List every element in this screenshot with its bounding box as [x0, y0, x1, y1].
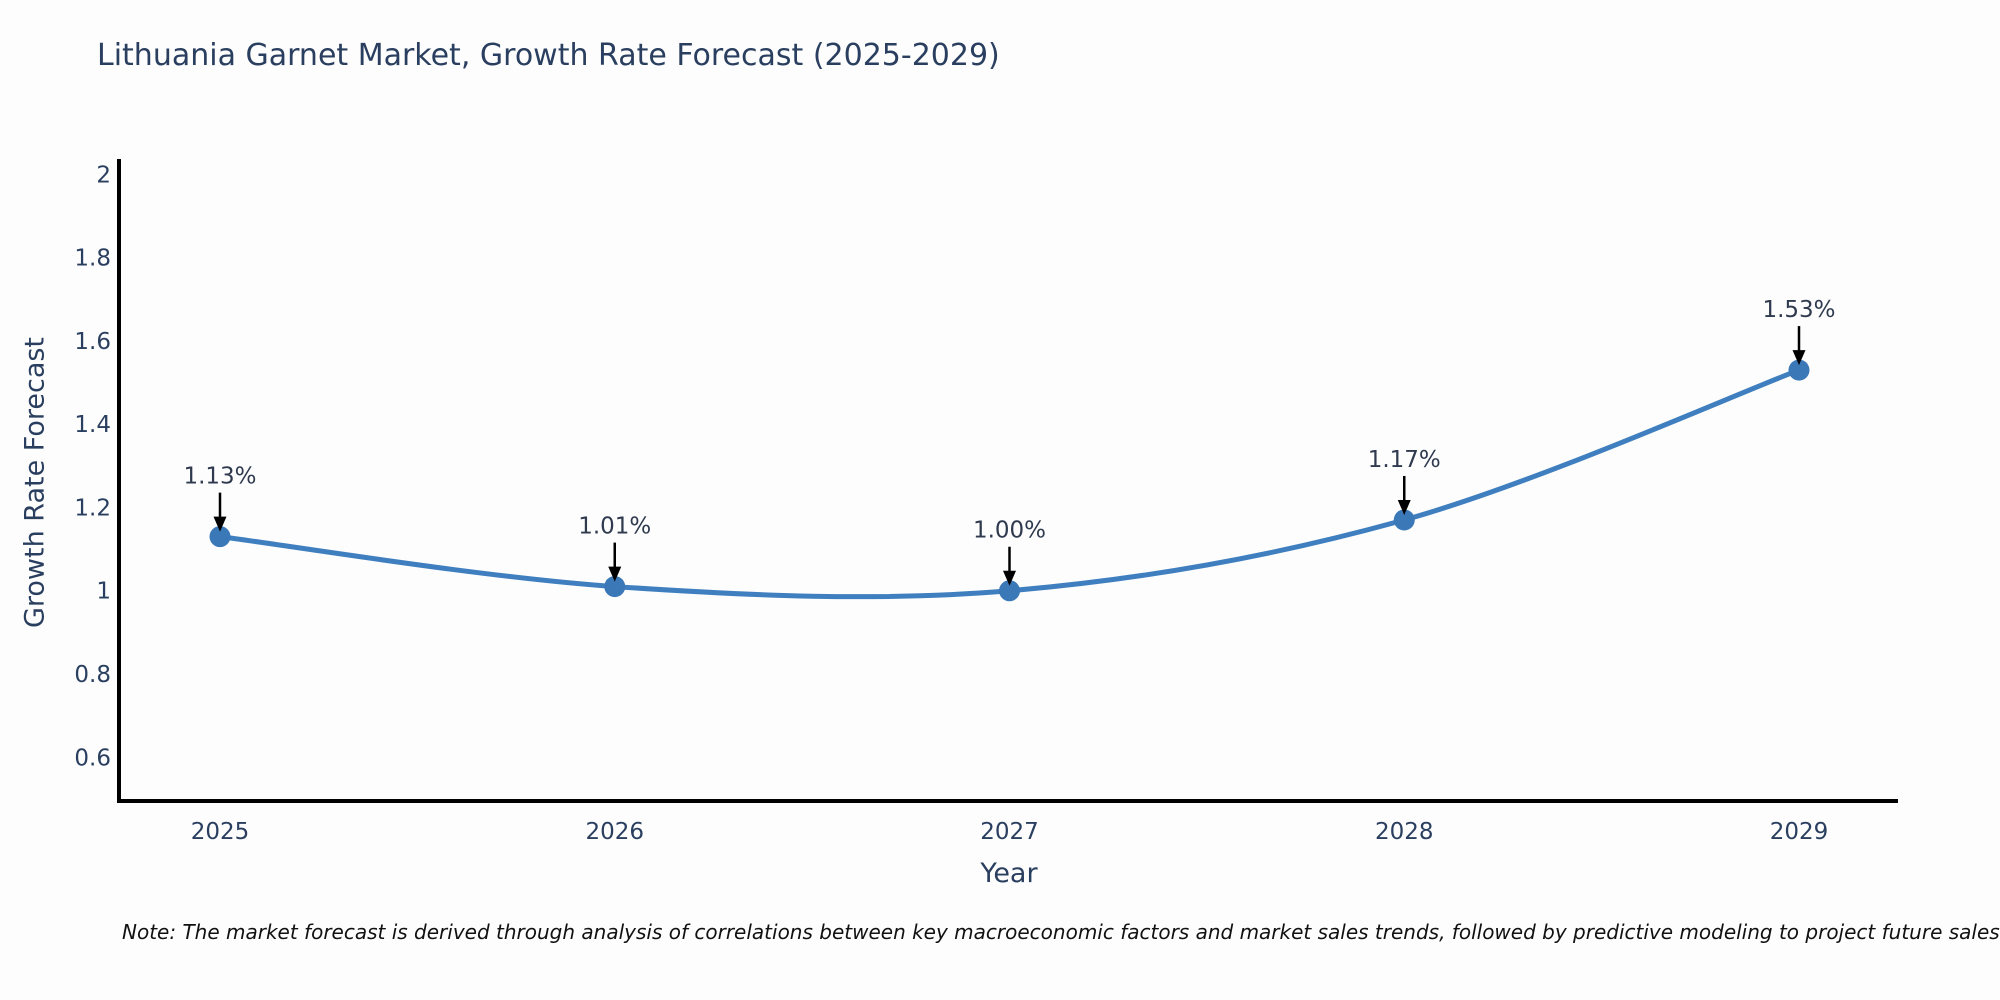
annotation-arrowhead-icon	[1397, 499, 1411, 515]
y-tick-label: 2	[96, 162, 111, 188]
chart-title: Lithuania Garnet Market, Growth Rate For…	[97, 38, 1000, 73]
y-tick-label: 0.8	[74, 662, 111, 688]
data-point-marker[interactable]	[1788, 359, 1810, 381]
annotation-arrowhead-icon	[213, 516, 227, 532]
annotation-label: 1.17%	[1368, 447, 1441, 473]
footnote: Note: The market forecast is derived thr…	[122, 920, 2000, 944]
x-tick-label: 2027	[980, 819, 1039, 845]
data-point-marker[interactable]	[1393, 509, 1415, 531]
x-axis-title: Year	[980, 858, 1038, 889]
annotation-arrowhead-icon	[1792, 350, 1806, 366]
y-tick-label: 0.6	[74, 745, 111, 771]
data-point-marker[interactable]	[604, 576, 626, 598]
y-tick-label: 1.4	[74, 412, 111, 438]
annotation-label: 1.53%	[1762, 297, 1835, 323]
x-tick-label: 2025	[191, 819, 250, 845]
x-tick-label: 2029	[1770, 819, 1829, 845]
y-tick-label: 1.8	[74, 246, 111, 272]
data-point-marker[interactable]	[209, 526, 231, 548]
annotation-label: 1.01%	[578, 514, 651, 540]
annotation-label: 1.13%	[183, 464, 256, 490]
y-tick-label: 1.2	[74, 495, 111, 521]
x-tick-label: 2026	[585, 819, 644, 845]
y-tick-label: 1.6	[74, 329, 111, 355]
annotation-arrowhead-icon	[1003, 570, 1016, 586]
y-tick-label: 1	[96, 579, 111, 605]
x-tick-label: 2028	[1375, 819, 1434, 845]
annotation-arrowhead-icon	[608, 566, 622, 582]
annotation-label: 1.00%	[973, 518, 1046, 544]
data-point-marker[interactable]	[999, 580, 1020, 602]
